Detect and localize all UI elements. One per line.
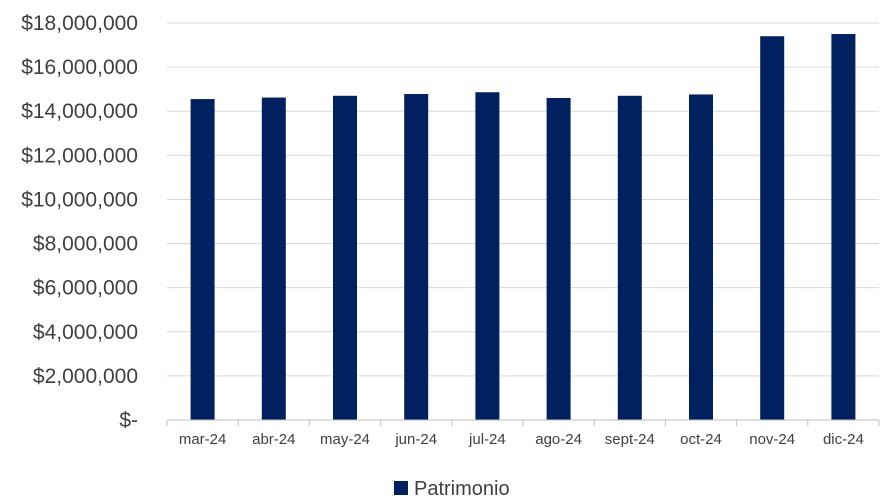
bar-mar-24 — [190, 99, 215, 420]
x-tick-label: dic-24 — [823, 431, 864, 448]
y-tick-label: $4,000,000 — [33, 321, 138, 344]
y-tick-label: $12,000,000 — [21, 144, 138, 167]
x-axis — [166, 419, 880, 426]
x-tick-label: mar-24 — [179, 431, 227, 448]
y-tick-label: $10,000,000 — [21, 188, 138, 211]
bar-nov-24 — [760, 36, 785, 420]
x-tick-label: jun-24 — [394, 431, 437, 448]
x-tick-label: abr-24 — [252, 431, 295, 448]
bars — [190, 34, 856, 421]
x-axis-tick-labels: mar-24 abr-24 may-24 jun-24 jul-24 ago-24 sept… — [179, 431, 864, 448]
bar-sept-24 — [617, 95, 642, 421]
bar-jun-24 — [404, 94, 429, 420]
x-tick-label: nov-24 — [749, 431, 795, 448]
bar-dic-24 — [831, 34, 856, 421]
y-tick-label: $6,000,000 — [33, 277, 138, 300]
bar-jul-24 — [475, 92, 500, 420]
legend: Patrimonio — [394, 478, 510, 500]
x-tick-label: may-24 — [320, 431, 370, 448]
bar-ago-24 — [546, 97, 571, 420]
x-tick-label: jul-24 — [468, 431, 506, 448]
y-tick-label: $14,000,000 — [21, 100, 138, 123]
y-tick-label: $18,000,000 — [21, 12, 138, 35]
legend-swatch — [394, 481, 408, 495]
y-tick-label: $8,000,000 — [33, 233, 138, 256]
x-tick-label: ago-24 — [535, 431, 582, 448]
legend-label-patrimonio: Patrimonio — [414, 478, 510, 500]
x-tick-label: sept-24 — [605, 431, 655, 448]
x-tick-label: oct-24 — [680, 431, 722, 448]
y-axis-tick-labels: $- $2,000,000 $4,000,000 $6,000,000 $8,000,0… — [21, 12, 138, 432]
bar-oct-24 — [689, 94, 713, 421]
bar-abr-24 — [261, 97, 286, 420]
bar-may-24 — [333, 95, 357, 421]
y-tick-label: $2,000,000 — [33, 365, 138, 388]
y-tick-label: $- — [119, 409, 138, 432]
y-tick-label: $16,000,000 — [21, 56, 138, 79]
